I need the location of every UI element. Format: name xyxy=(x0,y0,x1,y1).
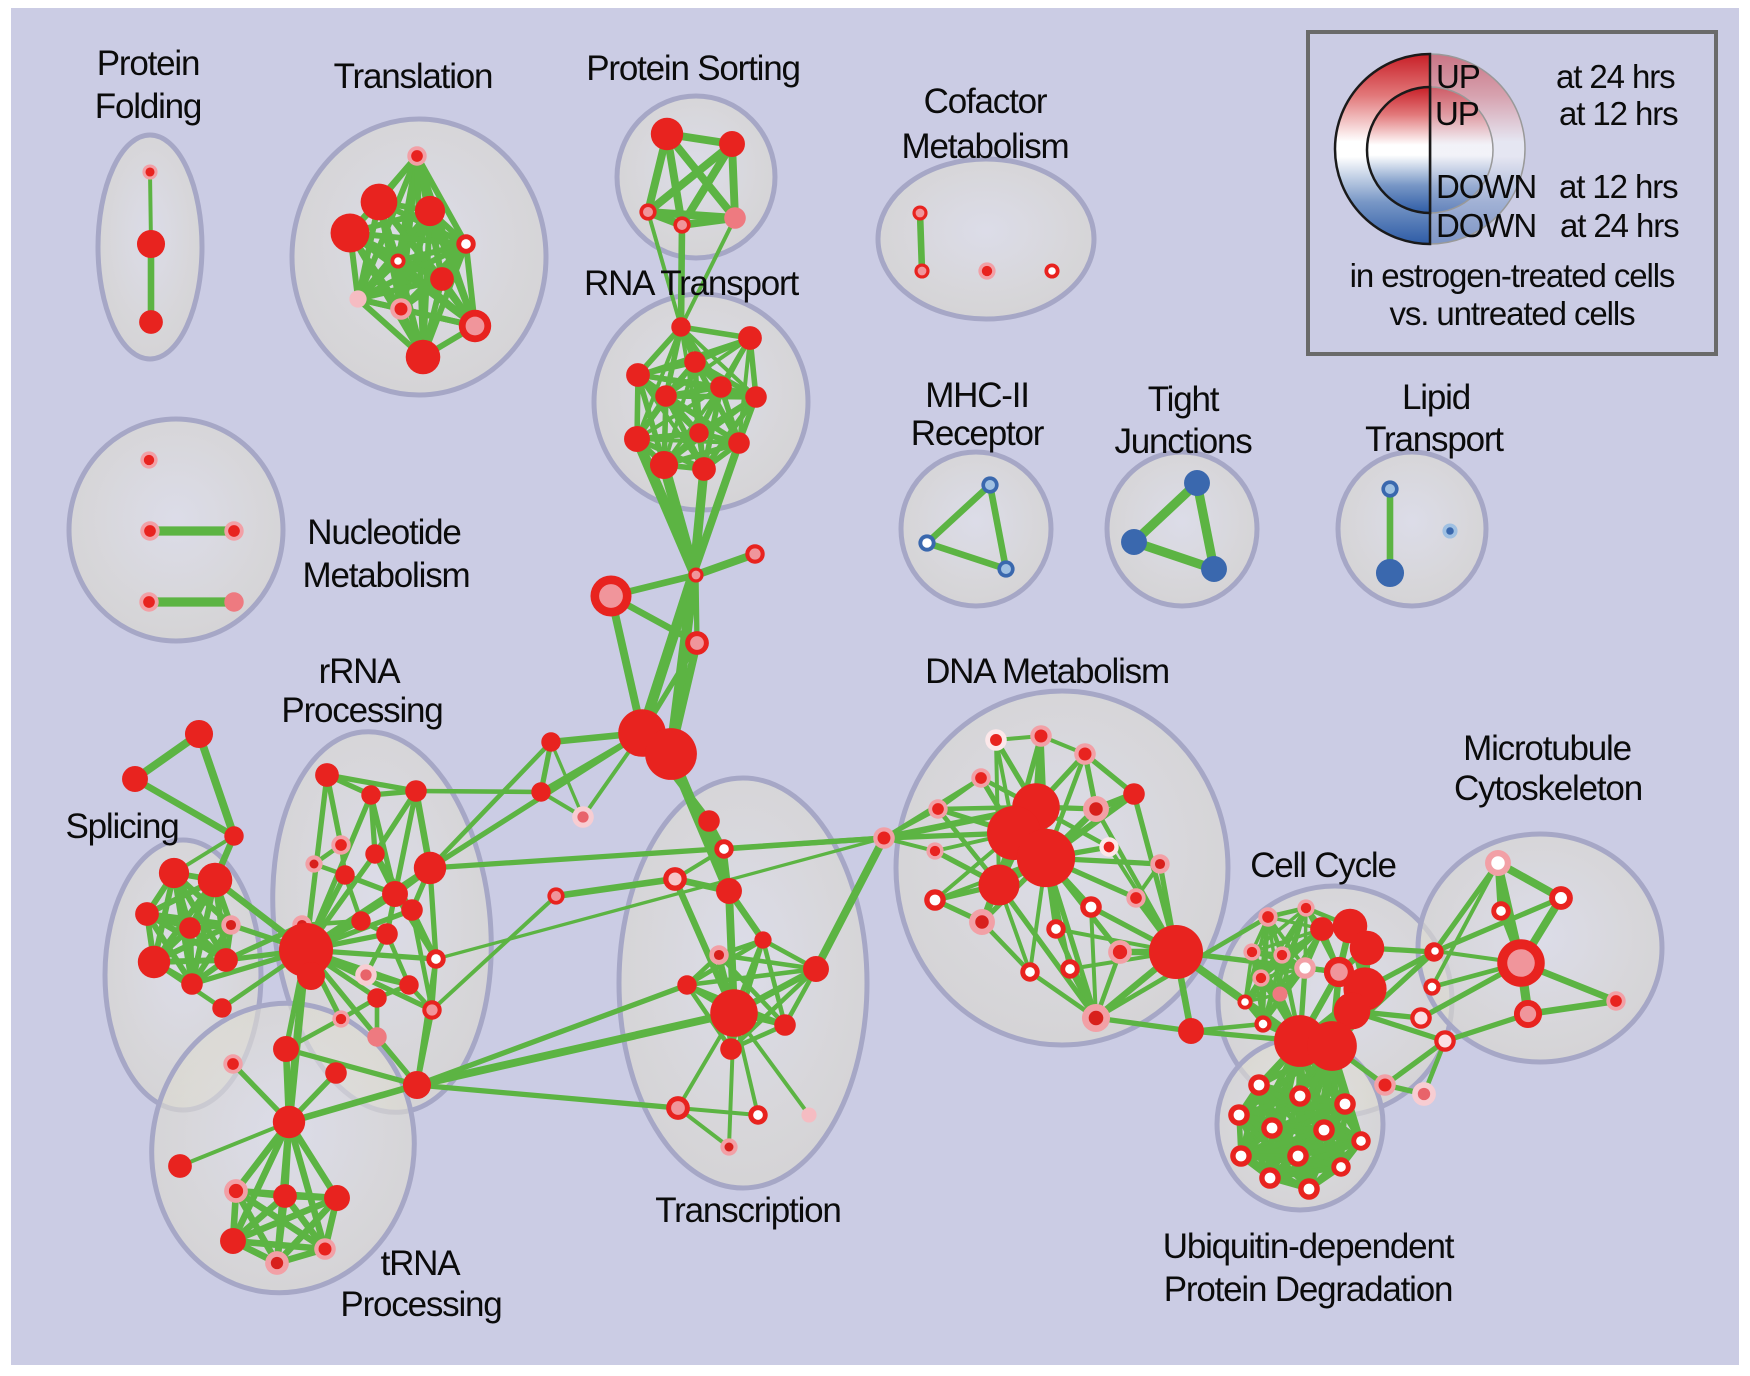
svg-text:Cofactor: Cofactor xyxy=(924,82,1048,121)
svg-text:Translation: Translation xyxy=(334,57,493,96)
svg-text:in estrogen-treated cells: in estrogen-treated cells xyxy=(1350,257,1675,294)
svg-text:DNA Metabolism: DNA Metabolism xyxy=(925,652,1169,691)
svg-text:Ubiquitin-dependent: Ubiquitin-dependent xyxy=(1163,1227,1455,1266)
svg-text:Splicing: Splicing xyxy=(66,807,179,846)
svg-text:Processing: Processing xyxy=(340,1285,501,1324)
svg-text:Cell Cycle: Cell Cycle xyxy=(1250,846,1396,885)
svg-text:at 12 hrs: at 12 hrs xyxy=(1559,95,1678,132)
svg-text:at 12 hrs: at 12 hrs xyxy=(1559,168,1678,205)
svg-text:at 24 hrs: at 24 hrs xyxy=(1560,207,1679,244)
svg-text:at 24 hrs: at 24 hrs xyxy=(1556,58,1675,95)
svg-text:Junctions: Junctions xyxy=(1114,422,1252,461)
svg-text:Tight: Tight xyxy=(1148,380,1220,419)
svg-text:vs. untreated cells: vs. untreated cells xyxy=(1389,295,1635,332)
svg-text:Microtubule: Microtubule xyxy=(1463,729,1631,768)
svg-text:Cytoskeleton: Cytoskeleton xyxy=(1454,769,1642,808)
svg-text:Metabolism: Metabolism xyxy=(303,556,470,595)
svg-text:Protein Degradation: Protein Degradation xyxy=(1164,1270,1453,1309)
svg-text:Receptor: Receptor xyxy=(911,414,1045,453)
svg-text:UP: UP xyxy=(1436,58,1480,95)
svg-text:Nucleotide: Nucleotide xyxy=(307,513,460,552)
svg-text:Processing: Processing xyxy=(281,691,442,730)
svg-text:Transcription: Transcription xyxy=(655,1191,840,1230)
svg-text:DOWN: DOWN xyxy=(1436,207,1536,244)
svg-text:MHC-II: MHC-II xyxy=(925,376,1029,415)
svg-text:Protein Sorting: Protein Sorting xyxy=(586,49,800,88)
svg-text:Protein: Protein xyxy=(97,44,200,83)
svg-text:DOWN: DOWN xyxy=(1436,168,1536,205)
svg-text:Transport: Transport xyxy=(1365,420,1504,459)
svg-text:RNA Transport: RNA Transport xyxy=(584,264,799,303)
svg-text:Metabolism: Metabolism xyxy=(902,127,1069,166)
svg-text:Lipid: Lipid xyxy=(1402,378,1470,417)
svg-text:rRNA: rRNA xyxy=(319,652,402,691)
svg-text:tRNA: tRNA xyxy=(381,1244,462,1283)
svg-text:UP: UP xyxy=(1435,95,1479,132)
svg-text:Folding: Folding xyxy=(95,87,201,126)
